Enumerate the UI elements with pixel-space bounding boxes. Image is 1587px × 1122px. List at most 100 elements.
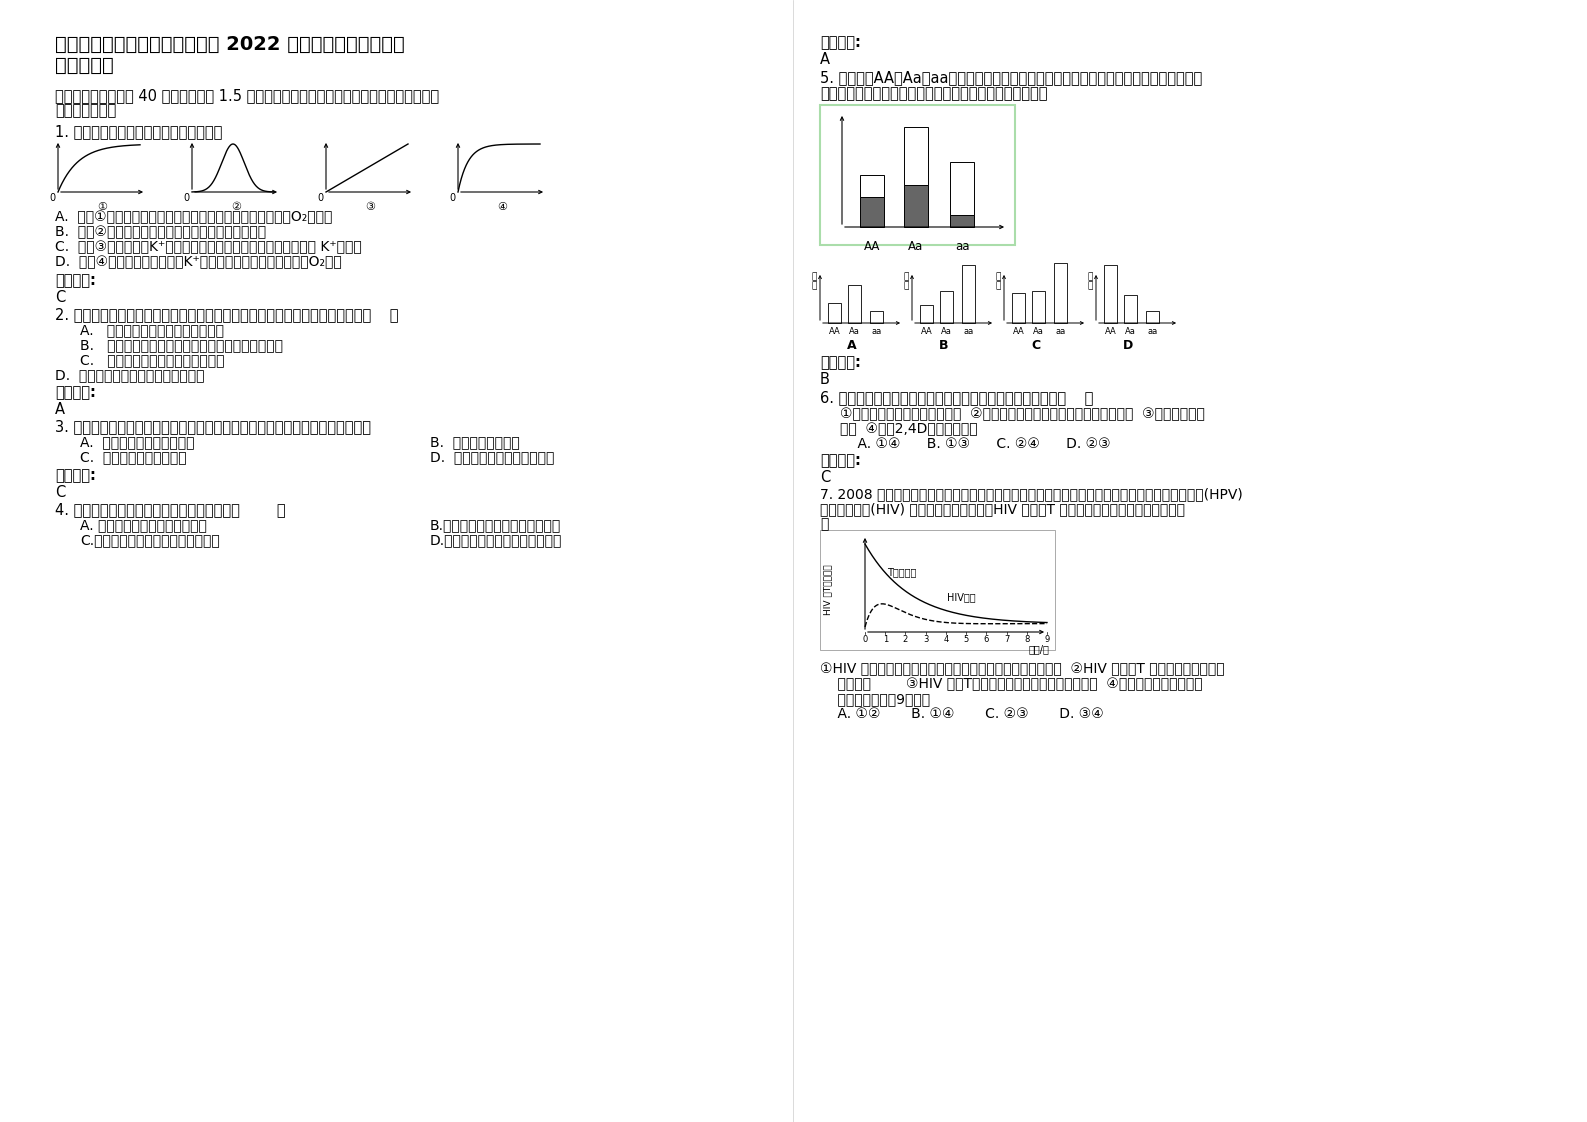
Text: 0: 0 (449, 193, 455, 203)
Text: ①: ① (97, 202, 106, 212)
Text: 参考答案:: 参考答案: (820, 453, 860, 468)
Bar (1032, 291, 1044, 323)
Text: A: A (56, 402, 65, 417)
Text: A: A (847, 339, 857, 352)
Text: 7: 7 (1005, 635, 1009, 644)
Text: 种群经选择之后，下一代中三种基因型频率的结果最可能是: 种群经选择之后，下一代中三种基因型频率的结果最可能是 (820, 86, 1047, 101)
Text: 4: 4 (943, 635, 949, 644)
Text: AA: AA (863, 240, 881, 252)
Text: B: B (940, 339, 949, 352)
Text: aa: aa (871, 327, 882, 335)
Text: B.  有利于牧草的恢复: B. 有利于牧草的恢复 (430, 435, 521, 449)
Bar (847, 285, 862, 323)
Text: ①胚芽鞘背光侧比向光侧生长快  ②水平放置的幼苗根向地生长，茎背地生长  ③顶芽比侧芽生: ①胚芽鞘背光侧比向光侧生长快 ②水平放置的幼苗根向地生长，茎背地生长 ③顶芽比侧… (840, 407, 1205, 421)
Text: 参考答案:: 参考答案: (56, 468, 95, 482)
Text: A.   脊髓的生理活动受控于大脑皮层: A. 脊髓的生理活动受控于大脑皮层 (79, 323, 224, 337)
Bar (1146, 311, 1159, 323)
Text: 试题含解析: 试题含解析 (56, 56, 114, 75)
Text: C.   婴幼儿排尿不属于神经反射活动: C. 婴幼儿排尿不属于神经反射活动 (79, 353, 224, 367)
Text: C.  如图③纵坐标表示K⁺出入红细胞的速率，则横坐标可表示膜外 K⁺的浓度: C. 如图③纵坐标表示K⁺出入红细胞的速率，则横坐标可表示膜外 K⁺的浓度 (56, 240, 362, 254)
Text: AA: AA (920, 327, 933, 335)
Text: C: C (820, 470, 830, 485)
Text: HIV浓度: HIV浓度 (947, 592, 976, 603)
Text: C.胰岛素调节靶细胞对葡萄糖的摄取: C.胰岛素调节靶细胞对葡萄糖的摄取 (79, 533, 219, 548)
Text: 6: 6 (984, 635, 989, 644)
Text: Aa: Aa (1033, 327, 1044, 335)
Text: 长快  ④施用2,4D清除田间杂草: 长快 ④施用2,4D清除田间杂草 (840, 422, 978, 436)
Text: A.  如图①纵坐标表示细胞内有氧呼吸强度，则横坐标可表示O₂供应量: A. 如图①纵坐标表示细胞内有氧呼吸强度，则横坐标可表示O₂供应量 (56, 210, 332, 224)
Bar (905, 185, 928, 227)
Bar (820, 530, 1055, 650)
Bar (905, 127, 928, 185)
Text: HIV 和T细胞浓度: HIV 和T细胞浓度 (824, 564, 833, 615)
Bar (820, 105, 1016, 245)
Text: T细胞浓度: T细胞浓度 (887, 567, 916, 577)
Text: 2. 婴幼儿经常尿床，但随着年龄的增长，这种现象会明显减少。以上现象说明（    ）: 2. 婴幼儿经常尿床，但随着年龄的增长，这种现象会明显减少。以上现象说明（ ） (56, 307, 398, 322)
Text: 相关关系        ③HIV 攻击T细胞，这不会影响人体液免疫能力  ④艾滋病患者若不进行治: 相关关系 ③HIV 攻击T细胞，这不会影响人体液免疫能力 ④艾滋病患者若不进行治 (820, 677, 1203, 691)
Text: D.传出神经细胞兴奋引起肌肉收缩: D.传出神经细胞兴奋引起肌肉收缩 (430, 533, 562, 548)
Text: 参考答案:: 参考答案: (56, 385, 95, 401)
Text: 疗，大约能生存9年时间: 疗，大约能生存9年时间 (820, 692, 930, 706)
Text: C.  有利于年年增加载畜量: C. 有利于年年增加载畜量 (79, 450, 187, 465)
Text: aa: aa (1147, 327, 1157, 335)
Text: 题目要求的。）: 题目要求的。） (56, 103, 116, 118)
Text: 是: 是 (820, 517, 828, 531)
Text: 5. 某种群中AA、Aa、aa的基因型频率如图，其中阴影部分表示繁殖成功率低的个体。则该: 5. 某种群中AA、Aa、aa的基因型频率如图，其中阴影部分表示繁殖成功率低的个… (820, 70, 1203, 85)
Text: ②: ② (232, 202, 241, 212)
Text: C: C (56, 289, 65, 305)
Text: A: A (820, 52, 830, 67)
Text: D.  有利于充分均匀地采食牧草: D. 有利于充分均匀地采食牧草 (430, 450, 554, 465)
Text: 率: 率 (903, 280, 909, 289)
Text: 参考答案:: 参考答案: (820, 355, 860, 370)
Text: 9: 9 (1044, 635, 1049, 644)
Text: 0: 0 (49, 193, 56, 203)
Text: 7. 2008 年诺贝尔生理学或医学奖分别授予德国和法国科学家以表彰他们在发现了人乳头状瘤病毒(HPV): 7. 2008 年诺贝尔生理学或医学奖分别授予德国和法国科学家以表彰他们在发现了… (820, 487, 1243, 502)
Text: 率: 率 (995, 280, 1001, 289)
Text: B: B (820, 373, 830, 387)
Text: 率: 率 (811, 280, 817, 289)
Text: 6. 下列现象中哪些是由于对植物激素的敏感程度不同造成的（    ）: 6. 下列现象中哪些是由于对植物激素的敏感程度不同造成的（ ） (820, 390, 1093, 405)
Text: 和艾滋病病毒(HIV) 方面的成就。下图表示HIV 浓度与T 细胞浓度的关系，下列叙述正确的: 和艾滋病病毒(HIV) 方面的成就。下图表示HIV 浓度与T 细胞浓度的关系，下… (820, 502, 1185, 516)
Bar (940, 291, 954, 323)
Text: aa: aa (963, 327, 974, 335)
Bar (860, 197, 884, 227)
Text: B.抗原刺激引发记忆细胞增殖分化: B.抗原刺激引发记忆细胞增殖分化 (430, 518, 562, 532)
Text: 一、选择题（本题共 40 小题，每小题 1.5 分。在每小题给出的四个选项中，只有一项是符合: 一、选择题（本题共 40 小题，每小题 1.5 分。在每小题给出的四个选项中，只… (56, 88, 440, 103)
Text: 参考答案:: 参考答案: (820, 35, 860, 50)
Text: 率: 率 (1087, 280, 1093, 289)
Text: 频: 频 (903, 272, 909, 280)
Text: A. ①②       B. ①④       C. ②③       D. ③④: A. ①② B. ①④ C. ②③ D. ③④ (820, 707, 1103, 721)
Bar (1013, 293, 1025, 323)
Text: 时间/年: 时间/年 (1028, 644, 1049, 654)
Text: AA: AA (1105, 327, 1116, 335)
Text: A. ①④      B. ①③      C. ②④      D. ②③: A. ①④ B. ①③ C. ②④ D. ②③ (840, 436, 1111, 451)
Bar (1124, 295, 1136, 323)
Text: 0: 0 (317, 193, 324, 203)
Text: Aa: Aa (1125, 327, 1136, 335)
Text: B.   婴幼儿排尿反射的传入神经只能将兴奋传到脊髓: B. 婴幼儿排尿反射的传入神经只能将兴奋传到脊髓 (79, 338, 282, 352)
Text: D: D (1124, 339, 1133, 352)
Text: 0: 0 (183, 193, 189, 203)
Bar (920, 305, 933, 323)
Text: 2: 2 (903, 635, 908, 644)
Bar (860, 175, 884, 197)
Text: Aa: Aa (941, 327, 952, 335)
Text: 辽宁省铁岭市开原第五高级中学 2022 年高二生物下学期期末: 辽宁省铁岭市开原第五高级中学 2022 年高二生物下学期期末 (56, 35, 405, 54)
Text: aa: aa (955, 240, 970, 252)
Text: 8: 8 (1024, 635, 1030, 644)
Text: 4. 下列过程未体现生物膜信息传递功能的是（        ）: 4. 下列过程未体现生物膜信息传递功能的是（ ） (56, 502, 286, 517)
Bar (1054, 263, 1066, 323)
Text: AA: AA (1013, 327, 1024, 335)
Text: 1. 下列曲线所示的生物学意义，错误的是: 1. 下列曲线所示的生物学意义，错误的是 (56, 125, 222, 139)
Text: ④: ④ (497, 202, 506, 212)
Text: 频: 频 (1087, 272, 1093, 280)
Text: C: C (1032, 339, 1041, 352)
Text: 参考答案:: 参考答案: (56, 273, 95, 288)
Text: Aa: Aa (849, 327, 860, 335)
Text: D.  婴幼儿在夜间产生的尿液较白天多: D. 婴幼儿在夜间产生的尿液较白天多 (56, 368, 205, 381)
Text: ③: ③ (365, 202, 375, 212)
Text: 3: 3 (924, 635, 928, 644)
Text: D.  如图④纵坐标表示植物根对K⁺的吸收速率，则横坐标可表示O₂浓度: D. 如图④纵坐标表示植物根对K⁺的吸收速率，则横坐标可表示O₂浓度 (56, 255, 341, 269)
Text: Aa: Aa (908, 240, 924, 252)
Text: ①HIV 最初侵入人体时，人体的免疫系统可以消灭大多数病毒  ②HIV 浓度与T 细胞浓度总表现出负: ①HIV 最初侵入人体时，人体的免疫系统可以消灭大多数病毒 ②HIV 浓度与T … (820, 662, 1225, 675)
